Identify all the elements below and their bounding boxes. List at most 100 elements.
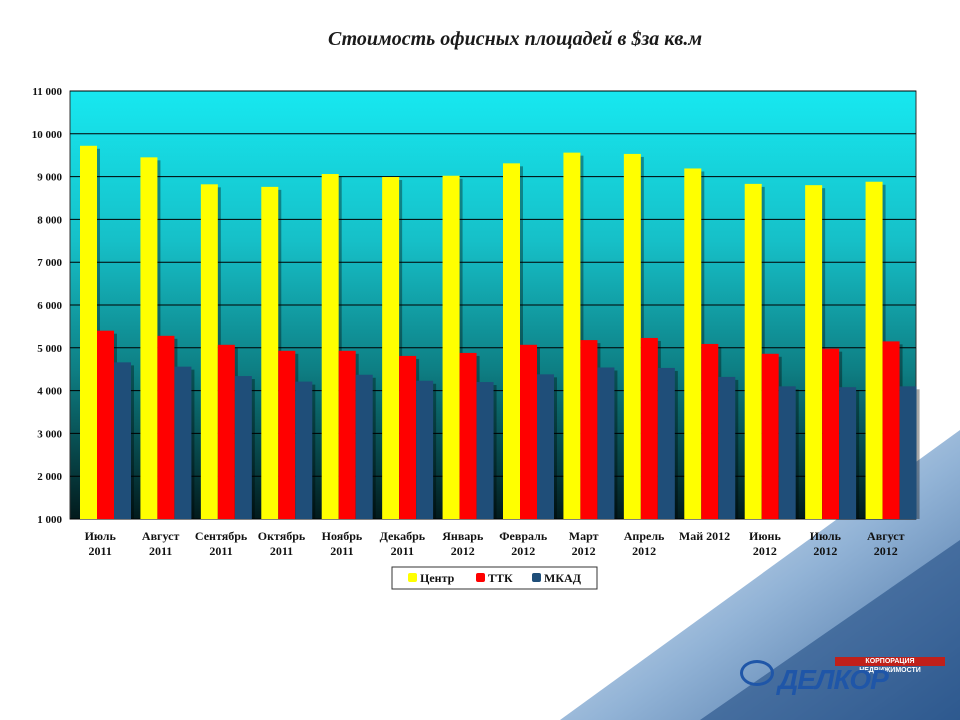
x-tick-label-year: 2011: [391, 544, 414, 558]
bar-МКАД-6: [476, 382, 494, 519]
bar-ТТК-6: [459, 352, 477, 519]
logo-name: ДЕЛКОР: [778, 664, 889, 695]
bar-Центр-1: [140, 157, 158, 519]
bar-shadow: [372, 377, 376, 519]
x-tick-label: Апрель: [624, 529, 665, 543]
y-tick-label: 5 000: [37, 343, 62, 355]
bar-ТТК-5: [399, 355, 417, 519]
bar-shadow: [131, 365, 134, 519]
y-tick-label: 8 000: [37, 214, 62, 226]
x-tick-label: Май 2012: [679, 529, 730, 543]
x-tick-label-year: 2011: [149, 544, 172, 558]
x-tick-label-year: 2012: [753, 544, 777, 558]
logo-tagline: КОРПОРАЦИЯ НЕДВИЖИМОСТИ: [835, 657, 945, 674]
bar-Центр-11: [744, 183, 762, 519]
legend-label: Центр: [420, 571, 455, 585]
chart-title: Стоимость офисных площадей в $за кв.м: [327, 28, 703, 50]
x-tick-label: Июнь: [749, 529, 781, 543]
bar-Центр-10: [684, 168, 702, 519]
bar-shadow: [554, 377, 557, 519]
x-tick-label-year: 2012: [813, 544, 837, 558]
x-tick-label: Январь: [442, 529, 484, 543]
x-tick-label: Март: [569, 529, 599, 543]
bar-ТТК-2: [217, 344, 235, 519]
bar-ТТК-13: [882, 341, 900, 519]
bar-shadow: [338, 177, 342, 520]
bar-shadow: [459, 178, 463, 519]
bar-shadow: [399, 180, 403, 519]
bar-ТТК-12: [822, 348, 840, 519]
y-tick-label: 2 000: [37, 471, 62, 483]
x-tick-label: Июль: [85, 529, 117, 543]
bar-shadow: [433, 383, 437, 519]
x-tick-label: Июль: [810, 529, 842, 543]
legend-box: [391, 566, 598, 590]
x-tick-label: Декабрь: [380, 529, 426, 543]
bar-Центр-2: [200, 184, 218, 519]
x-tick-label-year: 2012: [632, 544, 656, 558]
bar-МКАД-0: [114, 362, 131, 519]
x-tick-label-year: 2012: [572, 544, 596, 558]
bar-shadow: [614, 370, 618, 519]
bar-ТТК-1: [157, 335, 175, 519]
bar-МКАД-8: [597, 367, 615, 519]
bar-Центр-7: [503, 163, 520, 519]
bar-Центр-4: [321, 174, 339, 520]
bar-МКАД-9: [657, 367, 675, 519]
legend-swatch: [408, 573, 417, 582]
bar-МКАД-11: [778, 386, 796, 519]
x-tick-label: Ноябрь: [322, 529, 363, 543]
bar-shadow: [795, 389, 799, 519]
legend-label: МКАД: [544, 571, 582, 585]
bar-Центр-3: [261, 186, 279, 519]
bar-shadow: [520, 166, 523, 519]
bar-ТТК-4: [338, 350, 356, 519]
x-tick-label-year: 2011: [209, 544, 232, 558]
y-tick-label: 11 000: [32, 86, 62, 98]
legend-label: ТТК: [488, 571, 513, 585]
legend-swatch: [532, 573, 541, 582]
bar-Центр-8: [563, 152, 581, 519]
bar-shadow: [674, 370, 678, 519]
bar-МКАД-10: [718, 376, 736, 519]
x-tick-label-year: 2012: [874, 544, 898, 558]
x-tick-label: Август: [867, 529, 905, 543]
bar-ТТК-8: [580, 340, 598, 519]
bar-shadow: [761, 186, 765, 519]
bar-МКАД-4: [355, 374, 373, 519]
bar-shadow: [191, 369, 195, 519]
bar-Центр-5: [382, 177, 400, 519]
y-tick-label: 10 000: [32, 129, 63, 141]
bar-Центр-6: [442, 175, 460, 519]
x-tick-label-year: 2011: [89, 544, 112, 558]
bar-ТТК-9: [640, 337, 658, 519]
x-tick-label-year: 2011: [330, 544, 353, 558]
y-tick-label: 3 000: [37, 428, 62, 440]
y-tick-label: 1 000: [37, 514, 62, 526]
bar-shadow: [493, 385, 497, 519]
bar-ТТК-7: [520, 344, 537, 519]
x-tick-label: Сентябрь: [195, 529, 248, 543]
bar-МКАД-3: [295, 381, 313, 519]
bar-МКАД-7: [537, 374, 554, 519]
y-tick-label: 4 000: [37, 386, 62, 398]
logo-globe-icon: [740, 660, 774, 686]
bar-МКАД-12: [839, 387, 857, 519]
bar-shadow: [580, 155, 584, 519]
bar-МКАД-13: [899, 386, 917, 519]
bar-МКАД-5: [416, 380, 434, 519]
bar-Центр-0: [80, 145, 97, 519]
bar-МКАД-2: [234, 376, 252, 519]
y-tick-label: 7 000: [37, 257, 62, 269]
bar-shadow: [735, 379, 739, 519]
bar-МКАД-1: [174, 366, 192, 519]
y-tick-label: 6 000: [37, 300, 62, 312]
bar-shadow: [856, 390, 860, 519]
x-tick-label-year: 2012: [451, 544, 475, 558]
x-tick-label: Февраль: [499, 529, 548, 543]
bar-ТТК-11: [761, 353, 779, 519]
x-tick-label-year: 2011: [270, 544, 293, 558]
y-tick-label: 9 000: [37, 172, 62, 184]
